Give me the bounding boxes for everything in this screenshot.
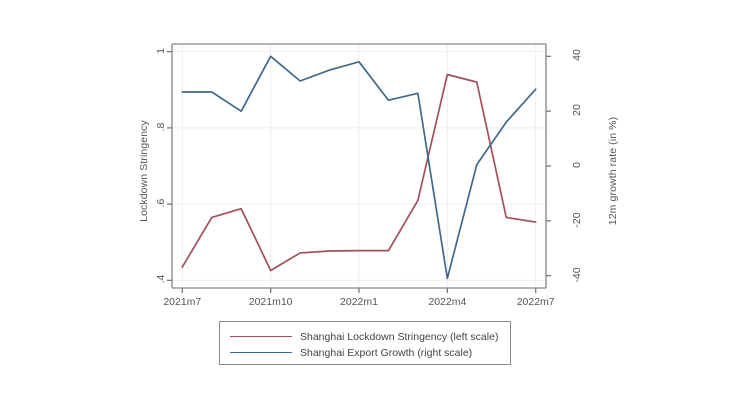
y-tick-label-right: 0 [571,162,583,168]
y-tick-label-right: -20 [571,212,583,228]
y-axis-right-title: 12m growth rate (in %) [607,116,619,226]
y-tick-label-right: -40 [571,267,583,283]
legend-label-export: Shanghai Export Growth (right scale) [300,346,473,359]
legend-swatch-export [230,352,292,353]
legend-label-stringency: Shanghai Lockdown Stringency (left scale… [300,330,499,343]
data-series-lines [181,55,537,280]
x-tick-label: 2022m1 [340,296,378,308]
y-tick-label-left: .6 [155,198,167,208]
y-tick-label-left: .8 [155,122,167,132]
y-tick-label-right: 20 [571,104,583,116]
y-tick-label-left: 1 [155,47,167,54]
y-tick-label-right: 40 [571,49,583,62]
axis-ticks [167,50,551,293]
x-tick-label: 2022m7 [516,296,555,308]
chart-legend: Shanghai Lockdown Stringency (left scale… [219,321,511,365]
legend-item[interactable]: Shanghai Lockdown Stringency (left scale… [230,329,502,344]
y-axis-left-title: Lockdown Stringency [138,120,150,222]
legend-swatch-stringency [230,336,292,337]
legend-item[interactable]: Shanghai Export Growth (right scale) [230,345,502,360]
x-tick-label: 2022m4 [428,296,467,308]
gridlines [172,44,546,288]
x-tick-label: 2021m10 [248,296,293,308]
x-tick-label: 2021m7 [163,296,202,308]
y-tick-label-left: .4 [155,275,167,284]
